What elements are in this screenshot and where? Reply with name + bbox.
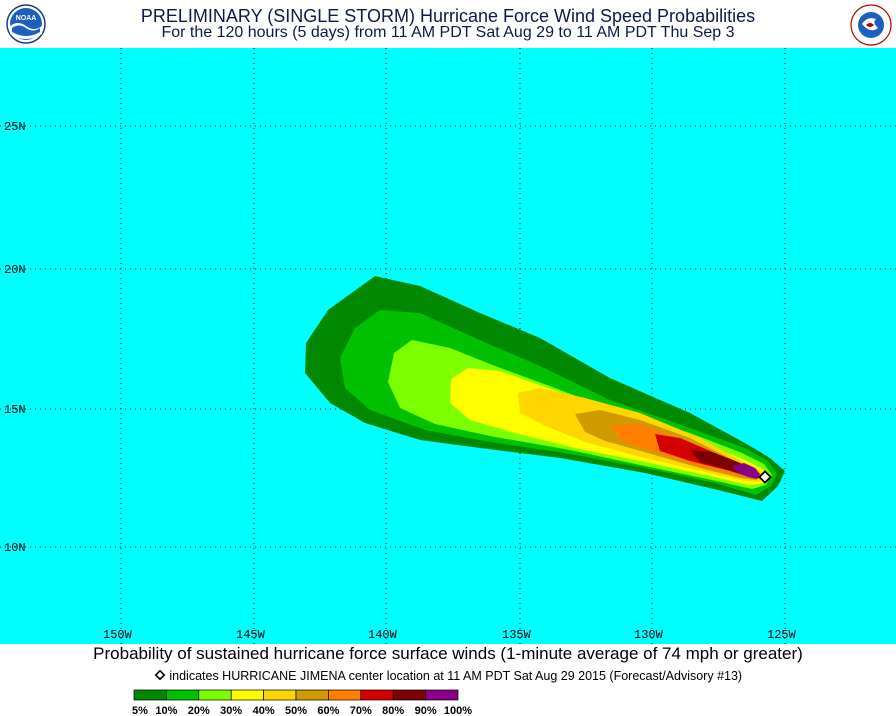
diamond-marker-icon — [154, 669, 166, 681]
probability-map: 150W 145W 140W 135W 130W 125W 25N 20N 15N 10N — [0, 48, 896, 644]
legend-label: 70% — [350, 705, 372, 716]
lon-label: 140W — [368, 628, 398, 642]
map-caption: Probability of sustained hurricane force… — [93, 644, 803, 663]
lon-label: 135W — [502, 628, 532, 642]
legend-swatch — [198, 689, 232, 701]
lon-label: 145W — [236, 628, 266, 642]
legend-swatch — [360, 689, 394, 701]
legend-swatch — [230, 689, 264, 701]
probability-contours — [305, 276, 785, 501]
legend-label: 5% — [132, 705, 148, 716]
legend-swatch — [328, 689, 362, 701]
footer: Probability of sustained hurricane force… — [0, 644, 896, 716]
storm-center-marker — [758, 470, 772, 484]
legend-swatch — [295, 689, 329, 701]
marker-note-text: indicates HURRICANE JIMENA center locati… — [169, 669, 743, 683]
legend-label: 90% — [415, 705, 437, 716]
legend-label: 80% — [382, 705, 404, 716]
legend-label: 60% — [317, 705, 339, 716]
axis-labels: 150W 145W 140W 135W 130W 125W 25N 20N 15N 10N — [4, 120, 797, 642]
svg-text:NOAA: NOAA — [16, 15, 37, 22]
legend-label: 50% — [285, 705, 307, 716]
legend-swatch — [133, 689, 167, 701]
legend-label: 100% — [444, 705, 472, 716]
contour-band — [732, 463, 760, 479]
legend-label: 20% — [188, 705, 210, 716]
lon-label: 125W — [767, 628, 797, 642]
legend-label: 10% — [155, 705, 177, 716]
legend-swatch — [425, 689, 459, 701]
legend: 5% 10% 20% 30% 40% 50% 60% 70% 80% 90% 100% — [132, 689, 472, 716]
page-subtitle: For the 120 hours (5 days) from 11 AM PD… — [161, 24, 735, 41]
legend-swatch — [392, 689, 426, 701]
lat-label: 25N — [4, 120, 26, 134]
header: NOAA PRELIMINARY (SINGLE STORM) Hurrican… — [0, 0, 896, 48]
lon-label: 130W — [634, 628, 664, 642]
legend-swatch — [263, 689, 297, 701]
lat-label: 10N — [4, 541, 26, 555]
noaa-logo: NOAA — [6, 4, 46, 44]
lon-label: 150W — [103, 628, 133, 642]
legend-swatch — [166, 689, 200, 701]
page-title: PRELIMINARY (SINGLE STORM) Hurricane For… — [140, 6, 756, 26]
legend-label: 30% — [220, 705, 242, 716]
legend-label: 40% — [253, 705, 275, 716]
lat-label: 15N — [4, 403, 26, 417]
lat-label: 20N — [4, 263, 26, 277]
marker-note: indicates HURRICANE JIMENA center locati… — [0, 669, 896, 683]
nws-logo — [850, 4, 892, 46]
